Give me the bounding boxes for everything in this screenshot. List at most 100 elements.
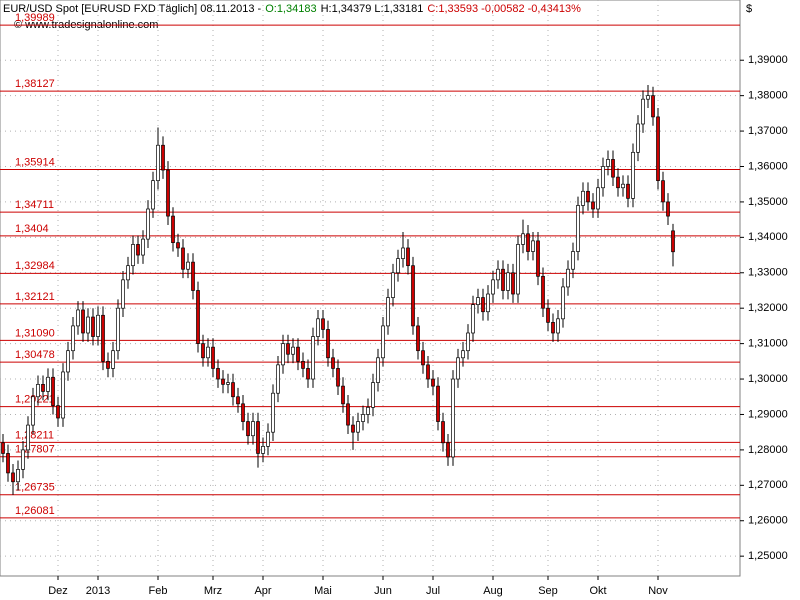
candle-body <box>266 431 270 447</box>
x-tick-label: Mrz <box>204 585 222 597</box>
candle-body <box>596 187 600 210</box>
candle-body <box>26 424 30 451</box>
candle-body <box>621 183 625 189</box>
candle-body <box>351 424 355 433</box>
candle-body <box>616 176 620 189</box>
candle-body <box>601 166 605 189</box>
level-label: 1,39989 <box>15 12 55 24</box>
x-tick-label: Jul <box>426 585 440 597</box>
candle-body <box>321 318 325 330</box>
candle-body <box>21 449 25 470</box>
y-tick-label: 1,34000 <box>748 231 788 243</box>
x-tick-label: Aug <box>483 585 503 597</box>
candle-body <box>386 297 390 327</box>
candle-body <box>66 350 70 373</box>
level-label: 1,29221 <box>15 394 55 406</box>
candle-body <box>306 368 310 380</box>
candle-body <box>281 343 285 366</box>
candle-body <box>656 116 660 182</box>
candle-body <box>381 325 385 359</box>
candle-body <box>641 98 645 125</box>
candle-body <box>201 343 205 359</box>
candle-body <box>646 95 650 100</box>
header-part: EUR/USD Spot [EURUSD FXD Täglich] 08.11.… <box>3 3 262 15</box>
y-tick-label: 1,33000 <box>748 267 788 279</box>
candle-body <box>566 268 570 288</box>
candle-body <box>141 238 145 256</box>
candle-body <box>411 265 415 327</box>
header-part: H:1,34379 L:1,33181 <box>321 3 424 15</box>
candle-body <box>221 378 225 385</box>
candle-body <box>406 247 410 267</box>
y-tick-label: 1,39000 <box>748 54 788 66</box>
y-tick-label: 1,38000 <box>748 90 788 102</box>
candle-body <box>571 251 575 270</box>
candle-body <box>106 360 110 369</box>
candle-body <box>256 421 260 454</box>
x-tick-label: Dez <box>48 585 68 597</box>
candle-body <box>506 272 510 291</box>
candle-body <box>361 414 365 422</box>
candle-body <box>611 159 615 178</box>
candle-body <box>671 230 675 253</box>
candle-body <box>131 244 135 267</box>
candle-body <box>586 190 590 203</box>
candle-body <box>126 265 130 281</box>
candle-body <box>261 445 265 454</box>
candle-body <box>181 247 185 270</box>
candle-body <box>326 329 330 359</box>
candle-body <box>156 144 160 182</box>
candle-body <box>46 376 50 392</box>
candle-body <box>206 346 210 359</box>
level-label: 1,34711 <box>15 199 54 211</box>
candle-body <box>151 180 155 210</box>
candle-body <box>241 403 245 422</box>
candle-body <box>606 159 610 167</box>
candle-body <box>561 286 565 320</box>
candle-body <box>526 233 530 252</box>
candle-body <box>191 261 195 291</box>
candle-body <box>496 268 500 281</box>
candle-body <box>556 318 560 334</box>
candle-body <box>96 314 100 337</box>
candle-body <box>546 307 550 323</box>
candle-body <box>541 275 545 309</box>
candle-body <box>426 364 430 380</box>
candle-body <box>666 201 670 217</box>
header-part: O:1,34183 <box>265 3 316 15</box>
y-tick-label: 1,28000 <box>748 444 788 456</box>
candle-body <box>501 268 505 291</box>
x-tick-label: Jun <box>374 585 392 597</box>
candle-body <box>296 346 300 362</box>
candle-body <box>146 208 150 240</box>
chart-header: EUR/USD Spot [EURUSD FXD Täglich] 08.11.… <box>3 3 581 15</box>
plot-frame <box>0 0 741 577</box>
candle-body <box>136 244 140 256</box>
level-label: 1,32984 <box>15 260 55 272</box>
candle-body <box>401 247 405 259</box>
y-tick-label: 1,35000 <box>748 196 788 208</box>
candle-body <box>6 453 10 474</box>
candle-body <box>36 384 40 398</box>
level-label: 1,31090 <box>15 327 55 339</box>
candle-body <box>161 144 165 171</box>
candle-body <box>466 332 470 352</box>
candle-body <box>11 472 15 483</box>
candle-body <box>301 360 305 369</box>
x-tick-label: Feb <box>149 585 168 597</box>
candle-body <box>421 350 425 366</box>
x-tick-label: Okt <box>589 585 606 597</box>
candle-body <box>291 346 295 355</box>
candle-body <box>536 240 540 277</box>
candle-body <box>231 382 235 398</box>
candle-body <box>246 421 250 437</box>
y-tick-label: 1,31000 <box>748 338 788 350</box>
candle-body <box>356 421 360 433</box>
y-tick-label: 1,29000 <box>748 408 788 420</box>
candle-body <box>76 309 80 327</box>
candle-body <box>661 180 665 203</box>
y-tick-label: 1,32000 <box>748 302 788 314</box>
candle-body <box>576 205 580 252</box>
candle-body <box>41 384 45 392</box>
